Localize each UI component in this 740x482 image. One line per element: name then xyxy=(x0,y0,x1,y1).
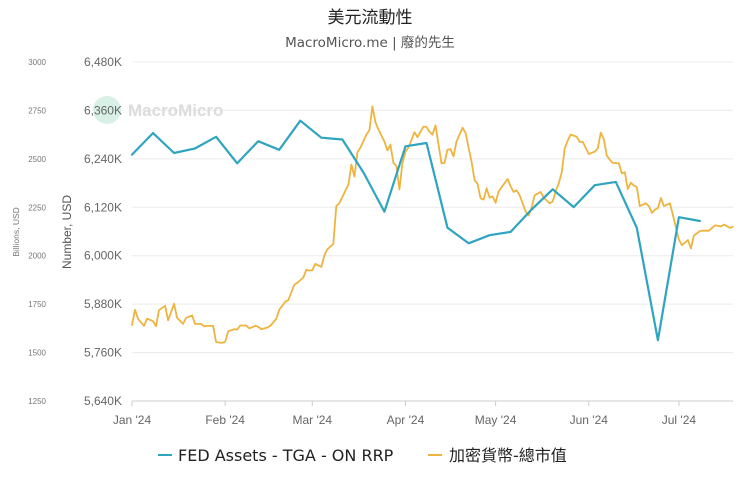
left-axis-tick-label: 2500 xyxy=(28,155,46,164)
watermark-text: MacroMicro xyxy=(128,101,223,120)
series-line-crypto-market-cap xyxy=(131,105,734,344)
chart-series xyxy=(130,105,734,344)
x-axis-tick-label: Mar '24 xyxy=(292,413,332,427)
legend-label-crypto-market-cap: 加密貨幣-總市值 xyxy=(449,446,567,465)
right-axis-tick-label: 5,640K xyxy=(84,394,122,408)
left-axis-tick-label: 1750 xyxy=(28,300,46,309)
x-axis-tick-label: Jan '24 xyxy=(113,413,152,427)
left-axis-tick-label: 2750 xyxy=(28,106,46,115)
x-axis-tick-label: Jun '24 xyxy=(570,413,609,427)
right-axis-tick-label: 6,240K xyxy=(84,152,122,166)
x-axis-tick-label: May '24 xyxy=(475,413,517,427)
right-axis-tick-label: 6,360K xyxy=(84,103,122,117)
left-axis-tick-label: 2250 xyxy=(28,203,46,212)
chart-title: 美元流動性 xyxy=(328,8,413,28)
chart-legend: FED Assets - TGA - ON RRP 加密貨幣-總市值 xyxy=(158,446,567,465)
watermark-circle-icon xyxy=(93,96,121,124)
x-axis-tick-label: Jul '24 xyxy=(662,413,697,427)
left-axis-tick-label: 1500 xyxy=(28,349,46,358)
watermark-logo: MacroMicro xyxy=(93,96,223,124)
right-axis-tick-label: 5,760K xyxy=(84,346,122,360)
x-axis-tick-label: Apr '24 xyxy=(387,413,425,427)
left-axis-tick-label: 1250 xyxy=(28,397,46,406)
gridlines xyxy=(132,61,733,402)
legend-label-fed-assets: FED Assets - TGA - ON RRP xyxy=(178,446,394,465)
chart-subtitle: MacroMicro.me | 廢的先生 xyxy=(285,35,455,51)
right-axis-title: Number, USD xyxy=(60,195,74,269)
x-axis-tick-label: Feb '24 xyxy=(205,413,245,427)
right-axis-ticks: 6,480K 6,360K 6,240K 6,120K 6,000K 5,880K 5,76… xyxy=(84,55,122,408)
left-axis-tick-label: 2000 xyxy=(28,252,46,261)
right-axis-tick-label: 6,480K xyxy=(84,55,122,69)
series-line-fed-assets xyxy=(130,119,702,342)
right-axis-tick-label: 6,000K xyxy=(84,249,122,263)
left-axis-tick-label: 3000 xyxy=(28,58,46,67)
right-axis-tick-label: 6,120K xyxy=(84,200,122,214)
right-axis-tick-label: 5,880K xyxy=(84,297,122,311)
left-axis-title: Billions, USD xyxy=(11,207,21,257)
x-axis-ticks: Jan '24 Feb '24 Mar '24 Apr '24 May '24 Jun '… xyxy=(113,401,697,427)
left-axis-ticks: 3000 2750 2500 2250 2000 1750 1500 1250 xyxy=(28,58,46,406)
